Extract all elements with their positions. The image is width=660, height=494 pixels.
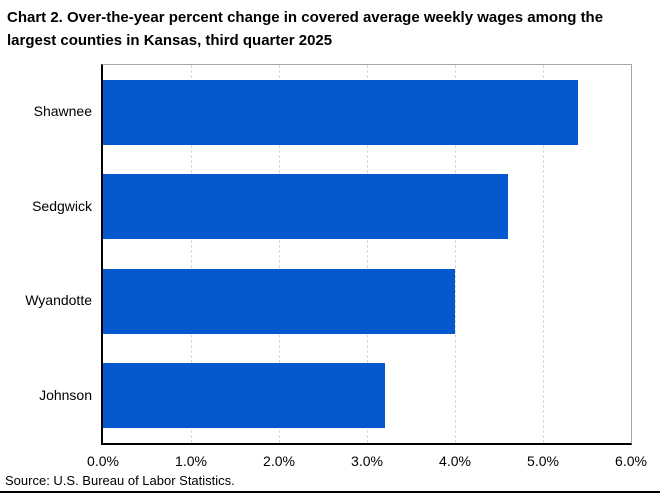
x-tick-label-5.0%: 5.0% xyxy=(527,453,559,469)
x-tick-label-6.0%: 6.0% xyxy=(615,453,647,469)
bar-johnson xyxy=(103,363,385,429)
category-label-sedgwick: Sedgwick xyxy=(32,197,92,214)
gridline xyxy=(191,65,192,443)
bottom-divider xyxy=(0,491,660,493)
bar-shawnee xyxy=(103,79,579,145)
gridline xyxy=(367,65,368,443)
chart-title: Chart 2. Over-the-year percent change in… xyxy=(7,6,655,53)
chart-title-line-1: Chart 2. Over-the-year percent change in… xyxy=(7,9,604,26)
gridline xyxy=(279,65,280,443)
x-tick-label-1.0%: 1.0% xyxy=(175,453,207,469)
category-label-johnson: Johnson xyxy=(39,386,92,403)
category-label-shawnee: Shawnee xyxy=(33,103,92,120)
bar-sedgwick xyxy=(103,174,508,240)
x-tick-label-4.0%: 4.0% xyxy=(439,453,471,469)
gridline xyxy=(455,65,456,443)
category-label-wyandotte: Wyandotte xyxy=(25,292,92,309)
gridline xyxy=(543,65,544,443)
chart-title-line-2: largest counties in Kansas, third quarte… xyxy=(7,32,333,50)
source-note: Source: U.S. Bureau of Labor Statistics. xyxy=(5,473,235,488)
plot-area xyxy=(101,64,632,445)
x-tick-label-0.0%: 0.0% xyxy=(87,453,119,469)
x-tick-label-2.0%: 2.0% xyxy=(263,453,295,469)
x-tick-label-3.0%: 3.0% xyxy=(351,453,383,469)
bar-wyandotte xyxy=(103,268,455,334)
